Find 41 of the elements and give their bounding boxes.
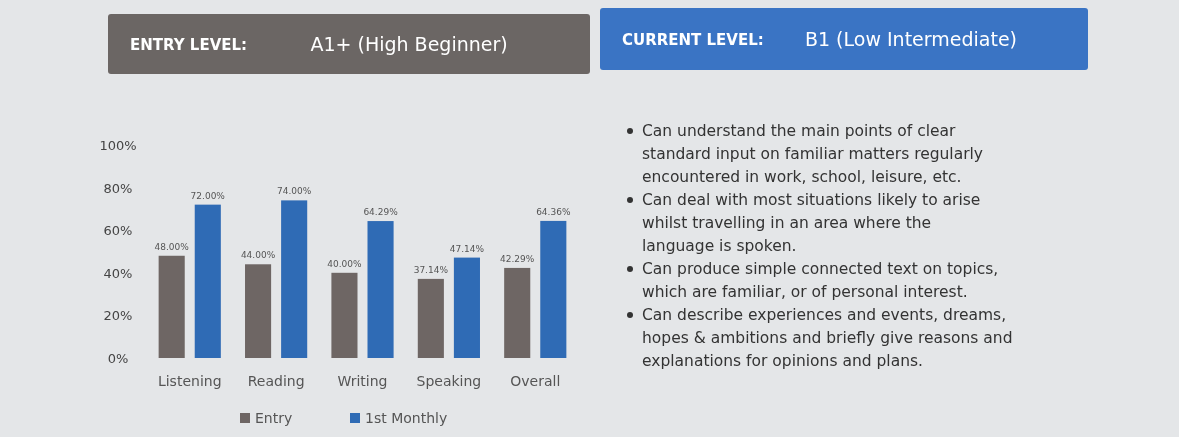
legend-label: 1st Monthly xyxy=(365,410,448,426)
y-tick-label: 0% xyxy=(107,351,129,366)
x-tick-label: Speaking xyxy=(416,373,482,389)
bar xyxy=(245,264,272,358)
data-label: 42.29% xyxy=(500,253,535,264)
x-tick-label: Reading xyxy=(247,373,305,389)
bar xyxy=(417,278,444,358)
bar xyxy=(281,200,308,358)
data-label: 74.00% xyxy=(277,186,312,197)
text: Can produce simple connected text on topics, which are familiar, or of personal interest. xyxy=(642,260,999,301)
bar xyxy=(194,204,221,358)
bar xyxy=(367,221,394,358)
chart-title: ENTRY LEVEL: xyxy=(130,36,248,54)
text: CURRENT LEVEL: xyxy=(622,31,764,49)
x-tick-label: Overall xyxy=(510,373,561,389)
x-tick-label: Listening xyxy=(157,373,222,389)
y-tick-label: 100% xyxy=(99,138,137,153)
y-tick-label: 60% xyxy=(103,223,133,239)
bar xyxy=(540,220,567,358)
data-label: 64.29% xyxy=(363,207,399,218)
x-tick-label: Writing xyxy=(337,373,388,389)
text: B1 (Low Intermediate) xyxy=(804,28,1017,50)
data-label: 72.00% xyxy=(190,190,226,201)
bar xyxy=(331,272,358,358)
y-tick-label: 40% xyxy=(103,265,133,281)
data-label: 64.36% xyxy=(536,206,571,217)
y-tick-label: 80% xyxy=(103,180,133,196)
data-label: 44.00% xyxy=(240,250,276,261)
bar xyxy=(504,267,531,358)
legend-label: Entry xyxy=(255,410,293,426)
bar xyxy=(158,255,185,358)
data-label: 48.00% xyxy=(154,241,190,252)
data-label: 37.14% xyxy=(413,264,449,275)
text: Can understand the main points of clear standard input on familiar matters regularly encountered in work, school, leisure, etc. xyxy=(642,122,984,186)
y-tick-label: 20% xyxy=(103,308,133,324)
data-label: 47.14% xyxy=(449,243,485,254)
chart-subtitle: A1+ (High Beginner) xyxy=(310,33,508,55)
text: Can deal with most situations likely to arise whilst travelling in an area where the language is spoken. xyxy=(642,191,981,255)
data-label: 40.00% xyxy=(327,258,363,269)
bar xyxy=(453,257,480,358)
text: Can describe experiences and events, dreams, hopes & ambitions and briefly give reasons and explanations for opinions and plans. xyxy=(642,306,1013,370)
